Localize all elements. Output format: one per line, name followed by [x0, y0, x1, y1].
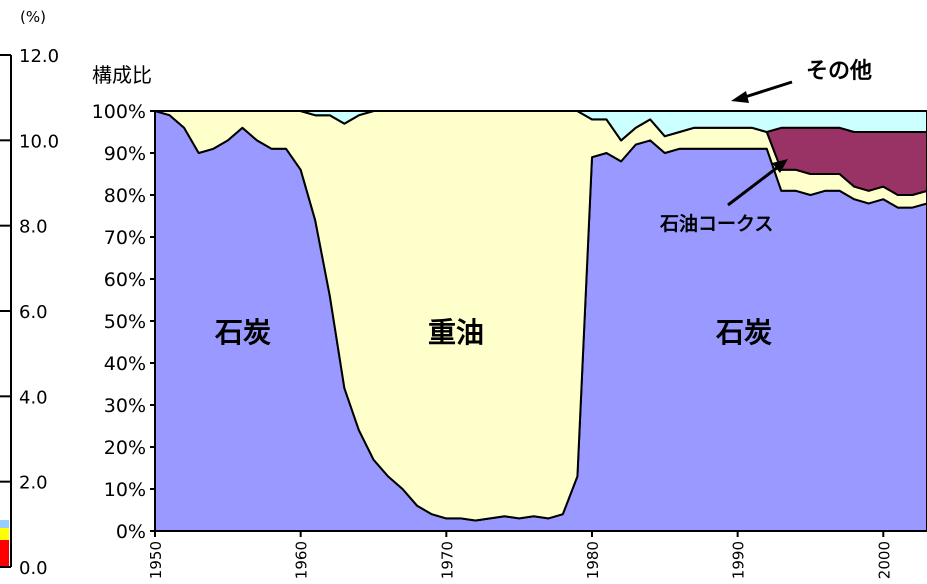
secondary-axis: 0.0 2.0 4.0 6.0 8.0 10.0 12.0	[0, 46, 59, 579]
cropped-bar-blue	[0, 520, 9, 528]
label-heavy-oil: 重油	[428, 316, 484, 349]
arrow-coke-head	[772, 159, 788, 173]
y-tick-label: 30%	[104, 395, 146, 417]
y-tick-label: 40%	[104, 353, 146, 375]
stacked-areas	[154, 110, 927, 532]
x-tick-label: 1950	[147, 541, 165, 579]
x-tick-label: 1970	[438, 541, 456, 579]
secondary-tick-label: 8.0	[19, 217, 48, 238]
x-tick-label: 1980	[584, 541, 602, 579]
cropped-bar-yellow	[0, 528, 9, 540]
secondary-tick-label: 10.0	[19, 131, 59, 152]
secondary-tick-label: 12.0	[19, 46, 59, 67]
arrow-other-head	[731, 91, 749, 103]
x-tick-label: 1990	[730, 541, 748, 579]
y-tick-label: 50%	[104, 311, 146, 333]
x-axis: 1950 1960 1970 1980 1990 2000	[147, 530, 927, 579]
arrow-other	[744, 80, 793, 99]
area-series-3	[154, 110, 927, 142]
y-tick-label: 100%	[92, 101, 146, 123]
y-axis: 0% 10% 20% 30% 40% 50% 60% 70% 80% 90% 100%	[92, 101, 156, 543]
y-tick-label: 70%	[104, 227, 146, 249]
secondary-unit-label: (%)	[20, 8, 46, 26]
label-other: その他	[806, 59, 872, 84]
cropped-bar-red	[0, 540, 9, 566]
y-tick-label: 20%	[104, 437, 146, 459]
y-tick-label: 80%	[104, 185, 146, 207]
secondary-tick-label: 2.0	[19, 473, 48, 494]
y-tick-label: 90%	[104, 143, 146, 165]
secondary-tick-label: 0.0	[19, 558, 48, 579]
secondary-tick-label: 4.0	[19, 387, 48, 408]
label-petroleum-coke: 石油コークス	[659, 213, 773, 235]
y-tick-label: 10%	[104, 479, 146, 501]
y-tick-label: 0%	[116, 521, 146, 543]
label-coal-right: 石炭	[715, 316, 772, 349]
label-coal-left: 石炭	[214, 316, 271, 349]
y-tick-label: 60%	[104, 269, 146, 291]
arrow-coke	[727, 165, 779, 207]
x-tick-label: 2000	[875, 541, 893, 579]
y-axis-label: 構成比	[92, 63, 152, 87]
secondary-tick-label: 6.0	[19, 302, 48, 323]
x-tick-label: 1960	[293, 541, 311, 579]
